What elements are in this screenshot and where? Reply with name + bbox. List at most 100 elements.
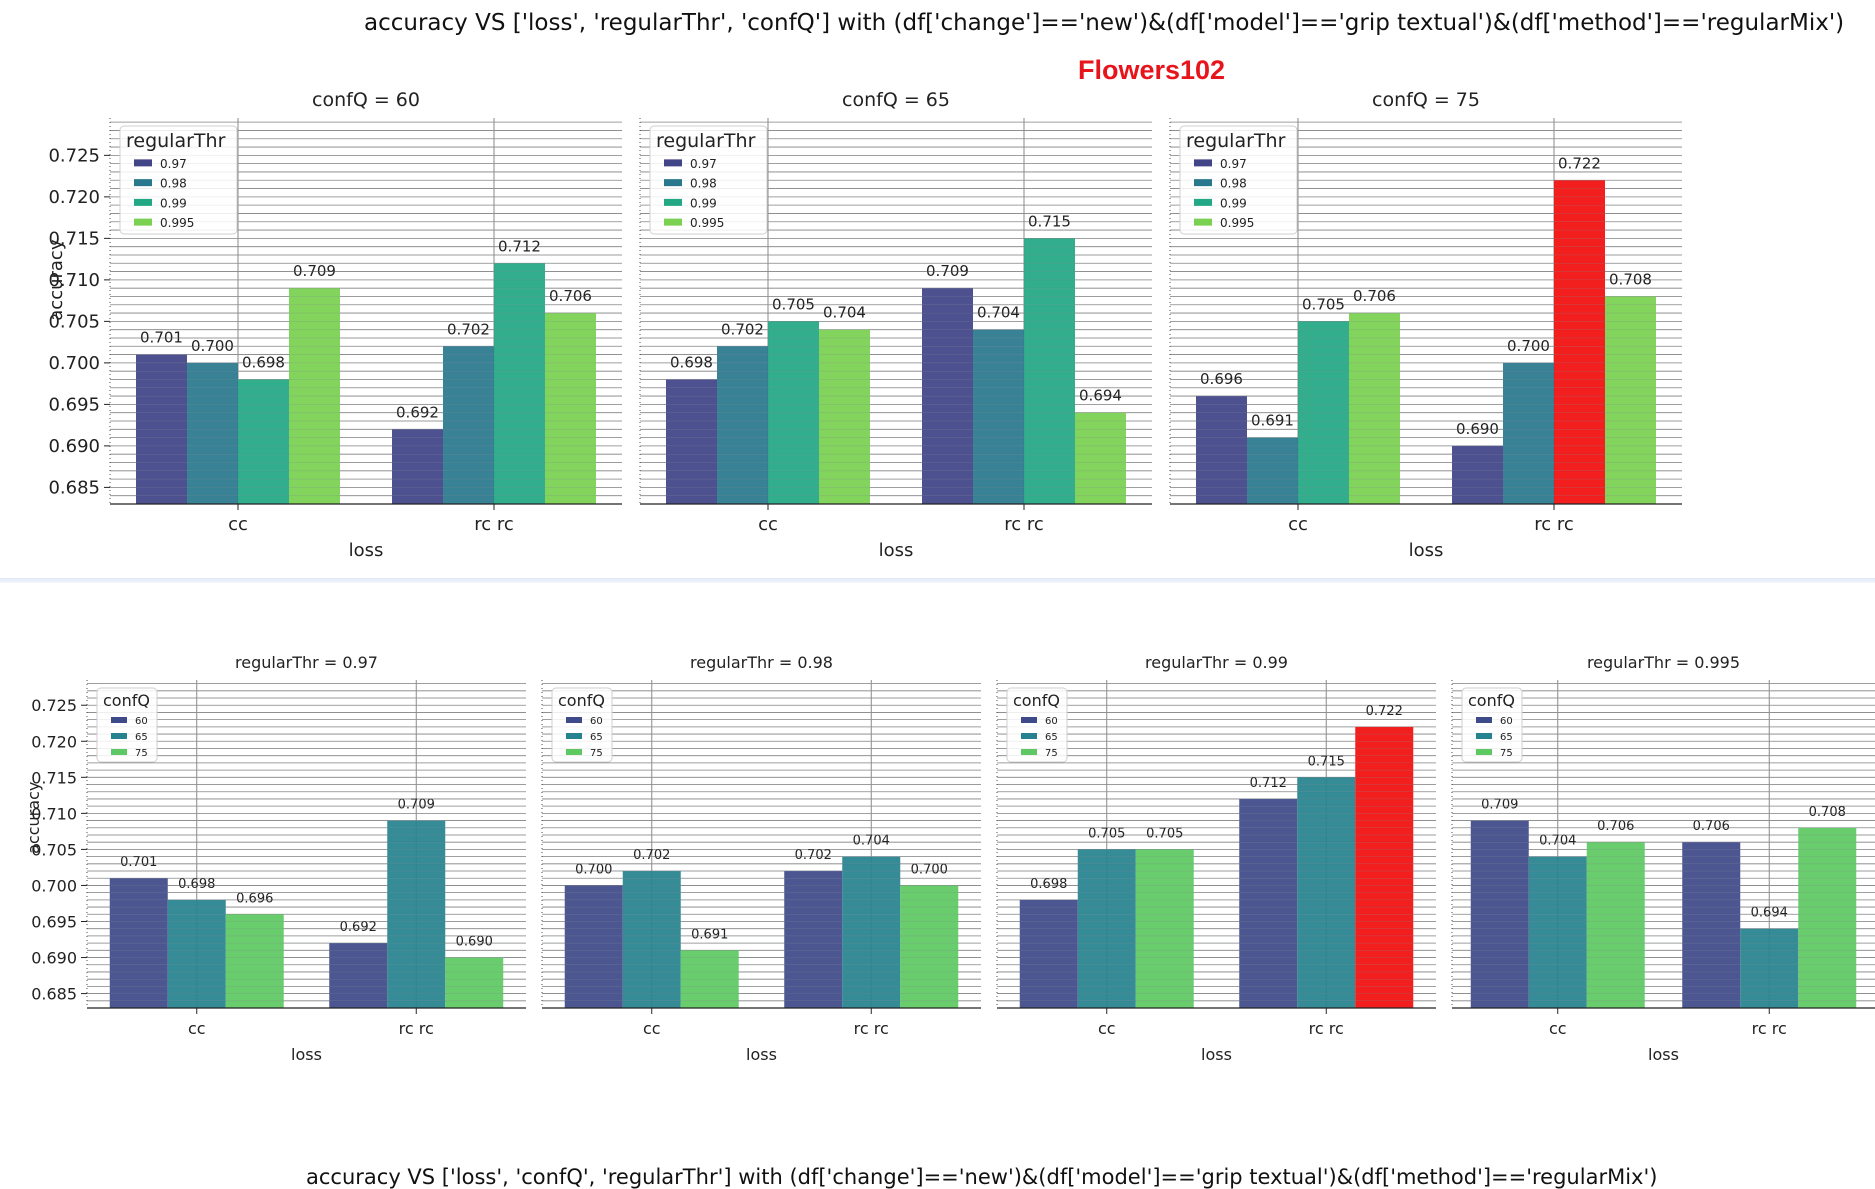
bar (238, 379, 289, 504)
legend-box (1179, 125, 1298, 235)
bar (1798, 827, 1857, 1008)
legend-title: regularThr (656, 130, 756, 152)
legend-box (551, 687, 613, 763)
bar (922, 288, 973, 504)
bar (1247, 437, 1298, 504)
bar (545, 313, 596, 504)
legend-swatch (111, 717, 127, 723)
bar (1349, 313, 1400, 504)
top-figure: accuracy VS ['loss', 'regularThr', 'conf… (0, 0, 1875, 580)
bar-value-label: 0.700 (575, 862, 612, 877)
bars: 0.696 0.690 0.691 0.700 0.705 0.722 0.706 0.708 (1196, 154, 1656, 504)
bar-value-label: 0.698 (178, 877, 215, 892)
y-tick-label: 0.690 (48, 436, 100, 457)
legend-item-label: 75 (1500, 748, 1513, 759)
bar-value-label: 0.702 (721, 320, 764, 338)
bar-value-label: 0.694 (1079, 387, 1122, 405)
x-ticks: cc rc rc (758, 504, 1044, 535)
legend-title: confQ (1468, 691, 1515, 710)
bar-value-label: 0.691 (691, 927, 728, 942)
y-tick-label: 0.700 (31, 876, 77, 895)
legend: regularThr 0.97 0.98 0.99 0.995 (119, 125, 238, 235)
chart-regularthr-098: 0.700 0.702 0.702 0.704 0.691 0.700 cc rc rc los… (541, 653, 981, 1064)
legend-title: confQ (103, 691, 150, 710)
bar (666, 379, 717, 504)
bar-value-label: 0.700 (191, 337, 234, 355)
bar-value-label: 0.704 (823, 304, 866, 322)
bar (622, 871, 681, 1008)
bar-value-label: 0.690 (456, 935, 493, 950)
panel-title: regularThr = 0.98 (690, 653, 833, 672)
y-tick-label: 0.705 (31, 840, 77, 859)
y-tick-label: 0.715 (48, 228, 100, 249)
legend-swatch (134, 218, 152, 226)
bar (900, 885, 959, 1008)
plot-area: 0.709 0.706 0.704 0.694 0.706 0.708 cc rc rc los… (1451, 653, 1875, 1064)
legend-item-label: 0.97 (1220, 157, 1247, 171)
y-tick-label: 0.695 (48, 394, 100, 415)
legend-swatch (1021, 733, 1037, 739)
bar-value-label: 0.692 (396, 403, 439, 421)
legend-item-label: 60 (1500, 716, 1513, 727)
panel-title: regularThr = 0.97 (235, 653, 378, 672)
y-tick-label: 0.685 (31, 985, 77, 1004)
legend-swatch (1021, 717, 1037, 723)
bottom-figure-title: accuracy VS ['loss', 'confQ', 'regularTh… (306, 1165, 1658, 1189)
y-axis-label: accuracy (24, 782, 43, 854)
y-ticks: 0.685 0.690 0.695 0.700 0.705 0.710 0.715 0.720… (48, 145, 110, 498)
bar-value-label: 0.715 (1028, 212, 1071, 230)
bar (717, 346, 768, 504)
legend-item-label: 0.99 (160, 196, 187, 210)
legend-item-label: 65 (135, 732, 148, 743)
y-tick-label: 0.685 (48, 477, 100, 498)
bar-value-label: 0.706 (1693, 819, 1730, 834)
dataset-label: Flowers102 (1078, 55, 1226, 85)
legend-swatch (1021, 749, 1037, 755)
panel-title: regularThr = 0.99 (1145, 653, 1288, 672)
bar (1470, 820, 1529, 1008)
legend-box (1006, 687, 1068, 763)
legend-swatch (566, 717, 582, 723)
legend-box (1461, 687, 1523, 763)
bar-value-label: 0.690 (1456, 420, 1499, 438)
chart-confq-75: 0.696 0.690 0.691 0.700 0.705 0.722 0.706 0.708… (1169, 89, 1682, 561)
legend-item-label: 0.98 (690, 177, 717, 191)
bar (329, 943, 388, 1008)
bar (1355, 726, 1414, 1008)
bar (784, 871, 843, 1008)
x-tick-label: cc (188, 1019, 206, 1038)
bar (136, 354, 187, 504)
x-tick-label: rc rc (474, 514, 514, 535)
x-axis-label: loss (1201, 1045, 1232, 1064)
legend-swatch (664, 198, 682, 206)
bar (1740, 928, 1799, 1008)
bar (1077, 849, 1136, 1008)
y-tick-label: 0.690 (31, 949, 77, 968)
legend-box (96, 687, 158, 763)
y-tick-label: 0.710 (31, 804, 77, 823)
bar-value-label: 0.708 (1809, 805, 1846, 820)
bar-value-label: 0.694 (1751, 906, 1788, 921)
legend-swatch (1194, 159, 1212, 167)
bar (973, 329, 1024, 504)
y-axis-label: accuracy (46, 239, 67, 321)
x-tick-label: cc (1288, 514, 1308, 535)
bar (167, 899, 226, 1008)
legend: confQ 60 65 75 (1461, 687, 1523, 763)
bar (1024, 238, 1075, 504)
legend-swatch (566, 733, 582, 739)
figure-divider (0, 578, 1875, 583)
bar-value-label: 0.705 (772, 295, 815, 313)
x-axis-label: loss (879, 540, 914, 561)
legend-item-label: 75 (135, 748, 148, 759)
legend-swatch (664, 218, 682, 226)
bar (1019, 899, 1078, 1008)
bar-value-label: 0.706 (549, 287, 592, 305)
legend-item-label: 75 (1045, 748, 1058, 759)
bar-value-label: 0.715 (1308, 754, 1345, 769)
legend-swatch (134, 159, 152, 167)
chart-regularthr-099: 0.698 0.712 0.705 0.715 0.705 0.722 cc rc rc los… (996, 653, 1436, 1064)
y-tick-label: 0.720 (31, 732, 77, 751)
x-axis-label: loss (1409, 540, 1444, 561)
bar-value-label: 0.692 (340, 920, 377, 935)
